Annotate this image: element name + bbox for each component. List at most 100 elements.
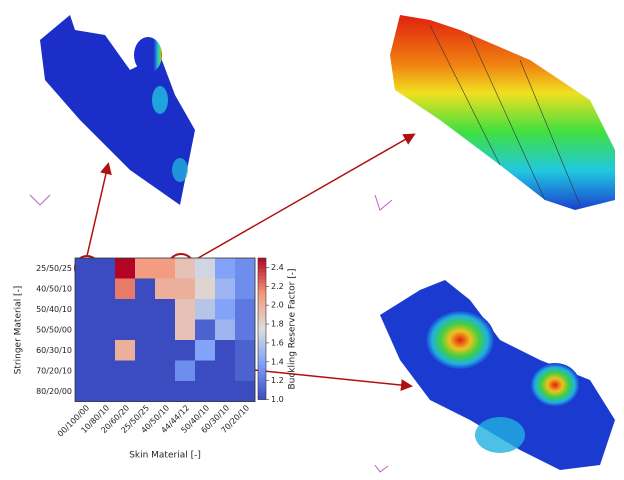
colorbar-label: Buckling Reserve Factor [-] (288, 268, 298, 389)
colorbar-segment (258, 382, 266, 386)
colorbar-segment (258, 304, 266, 308)
heatmap-cell (175, 340, 195, 361)
heatmap-cell (135, 340, 155, 361)
x-axis-label: Skin Material [-] (129, 451, 201, 461)
heatmap-cell (95, 279, 115, 300)
heatmap-cell (115, 320, 135, 341)
colorbar-segment (258, 346, 266, 350)
colorbar-segment (258, 272, 266, 276)
colorbar-segment (258, 389, 266, 393)
colorbar-segment (258, 283, 266, 287)
heatmap-cell (155, 361, 175, 382)
heatmap-cell (235, 320, 255, 341)
colorbar-tick-label: 1.0 (271, 395, 284, 404)
heatmap-cell (195, 361, 215, 382)
heatmap-cell (155, 340, 175, 361)
colorbar-segment (258, 336, 266, 340)
colorbar-segment (258, 293, 266, 297)
heatmap-cell (175, 279, 195, 300)
y-tick-label: 50/50/00 (36, 325, 72, 334)
heatmap-cell (215, 320, 235, 341)
heatmap-cell (75, 361, 95, 382)
heatmap-cell (175, 320, 195, 341)
heatmap-cell (195, 279, 215, 300)
heatmap-cell (195, 320, 215, 341)
heatmap-cell (75, 279, 95, 300)
y-tick-label: 50/40/10 (36, 305, 72, 314)
colorbar-segment (258, 276, 266, 280)
colorbar-segment (258, 258, 266, 262)
colorbar-segment (258, 354, 266, 358)
colorbar-segment (258, 375, 266, 379)
heatmap-cell (195, 258, 215, 279)
heatmap-cell (235, 361, 255, 382)
y-tick-label: 70/20/10 (36, 366, 72, 375)
heatmap-cell (195, 381, 215, 402)
colorbar-segment (258, 300, 266, 304)
heatmap-cell (75, 381, 95, 402)
heatmap-cell (155, 320, 175, 341)
heatmap-cell (75, 258, 95, 279)
heatmap-cell (155, 299, 175, 320)
heatmap-cell (135, 299, 155, 320)
heatmap-cell (155, 381, 175, 402)
colorbar-segment (258, 279, 266, 283)
heatmap: Skin Material [-] Stringer Material [-] … (14, 258, 298, 461)
heatmap-cell (215, 279, 235, 300)
figure: Skin Material [-] Stringer Material [-] … (0, 0, 624, 480)
heatmap-cell (95, 361, 115, 382)
heatmap-cell (135, 279, 155, 300)
heatmap-cell (135, 320, 155, 341)
colorbar-segment (258, 269, 266, 273)
heatmap-cell (135, 361, 155, 382)
colorbar-segment (258, 350, 266, 354)
heatmap-cell (215, 299, 235, 320)
heatmap-cell (95, 320, 115, 341)
heatmap-cell (175, 299, 195, 320)
heatmap-cell (75, 299, 95, 320)
colorbar-segment (258, 378, 266, 382)
heatmap-cell (155, 279, 175, 300)
colorbar-tick-label: 1.6 (271, 338, 284, 347)
colorbar-segment (258, 308, 266, 312)
colorbar-segment (258, 290, 266, 294)
colorbar-segment (258, 371, 266, 375)
colorbar-segment (258, 265, 266, 269)
heatmap-cell (115, 361, 135, 382)
colorbar-segment (258, 361, 266, 365)
heatmap-cell (215, 381, 235, 402)
heatmap-cell (215, 340, 235, 361)
heatmap-cell (75, 340, 95, 361)
colorbar-segment (258, 368, 266, 372)
colorbar-segment (258, 262, 266, 266)
heatmap-cell (235, 340, 255, 361)
colorbar-tick-label: 2.0 (271, 301, 284, 310)
heatmap-cell (75, 320, 95, 341)
heatmap-cell (115, 381, 135, 402)
colorbar-segment (258, 343, 266, 347)
colorbar-tick-label: 1.4 (271, 357, 284, 366)
colorbar-segment (258, 339, 266, 343)
heatmap-cell (155, 258, 175, 279)
colorbar-segment (258, 332, 266, 336)
colorbar-segment (258, 325, 266, 329)
heatmap-cell (115, 340, 135, 361)
heatmap-cell (235, 381, 255, 402)
colorbar-segment (258, 297, 266, 301)
colorbar-segment (258, 318, 266, 322)
heatmap-cell (195, 299, 215, 320)
heatmap-cell (215, 361, 235, 382)
colorbar-tick-label: 2.2 (271, 282, 284, 291)
colorbar-segment (258, 311, 266, 315)
colorbar-segment (258, 364, 266, 368)
colorbar-segment (258, 286, 266, 290)
y-tick-label: 25/50/25 (36, 264, 72, 273)
heatmap-cell (115, 279, 135, 300)
colorbar-segment (258, 357, 266, 361)
heatmap-cell (195, 340, 215, 361)
heatmap-cell (215, 258, 235, 279)
colorbar-tick-label: 2.4 (271, 263, 284, 272)
heatmap-cell (95, 299, 115, 320)
heatmap-cell (175, 258, 195, 279)
y-tick-label: 40/50/10 (36, 284, 72, 293)
